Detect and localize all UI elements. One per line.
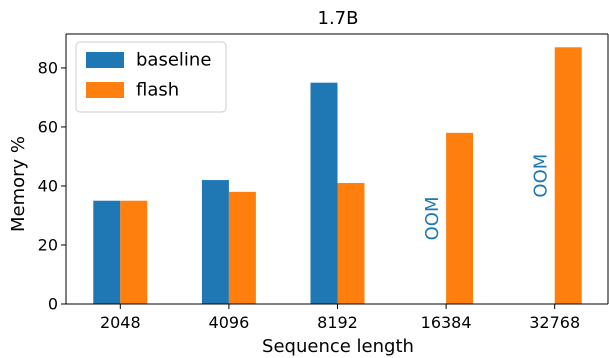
legend-label-baseline: baseline <box>136 50 211 71</box>
bar-baseline-2048 <box>93 200 121 304</box>
y-tick-label: 60 <box>38 117 58 136</box>
y-axis-label: Memory % <box>8 136 29 232</box>
x-tick-label: 2048 <box>100 313 141 332</box>
bar-flash-16384 <box>446 132 474 304</box>
bar-baseline-4096 <box>201 180 229 304</box>
y-tick-label: 80 <box>38 58 58 77</box>
bar-baseline-8192 <box>310 82 338 304</box>
legend-swatch-baseline <box>86 52 124 68</box>
oom-annotation-16384: OOM <box>422 196 443 240</box>
bar-flash-4096 <box>228 191 256 304</box>
x-tick-label: 32768 <box>529 313 580 332</box>
x-tick-label: 4096 <box>209 313 250 332</box>
y-tick-label: 0 <box>48 295 58 314</box>
x-axis-label: Sequence length <box>262 336 414 357</box>
plot-area: OOM OOM <box>93 47 582 305</box>
legend: baseline flash <box>75 41 227 113</box>
chart-title: 1.7B <box>318 8 359 29</box>
bar-flash-32768 <box>554 47 582 305</box>
bar-flash-2048 <box>120 200 148 304</box>
x-tick-label: 8192 <box>317 313 358 332</box>
legend-label-flash: flash <box>136 80 179 101</box>
bar-flash-8192 <box>337 183 365 304</box>
legend-swatch-flash <box>86 82 124 98</box>
axes: 0 20 40 60 80 2048 4096 8192 16384 32768 <box>38 33 609 332</box>
y-tick-label: 40 <box>38 176 58 195</box>
y-tick-label: 20 <box>38 235 58 254</box>
x-tick-label: 16384 <box>421 313 472 332</box>
oom-annotation-32768: OOM <box>531 154 552 198</box>
